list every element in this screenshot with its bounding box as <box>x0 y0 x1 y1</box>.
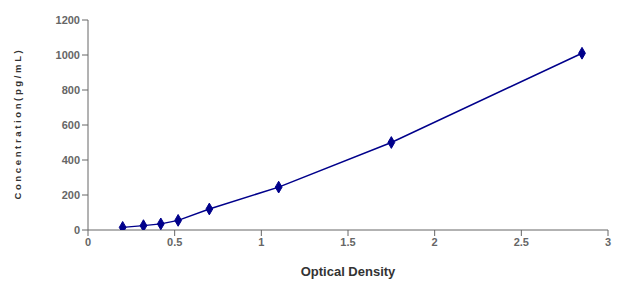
svg-text:2: 2 <box>432 236 438 248</box>
svg-text:400: 400 <box>62 154 80 166</box>
svg-text:200: 200 <box>62 189 80 201</box>
svg-text:800: 800 <box>62 84 80 96</box>
svg-text:3: 3 <box>605 236 611 248</box>
svg-text:0: 0 <box>85 236 91 248</box>
svg-text:Optical Density: Optical Density <box>301 264 396 279</box>
svg-text:1.5: 1.5 <box>340 236 355 248</box>
svg-text:0.5: 0.5 <box>167 236 182 248</box>
svg-text:1000: 1000 <box>56 49 80 61</box>
svg-text:2.5: 2.5 <box>514 236 529 248</box>
svg-text:600: 600 <box>62 119 80 131</box>
svg-text:1200: 1200 <box>56 14 80 26</box>
svg-text:0: 0 <box>74 224 80 236</box>
svg-text:1: 1 <box>258 236 264 248</box>
svg-text:C o n c e n t r a t i o n ( p: C o n c e n t r a t i o n ( p g / m L ) <box>12 50 23 199</box>
